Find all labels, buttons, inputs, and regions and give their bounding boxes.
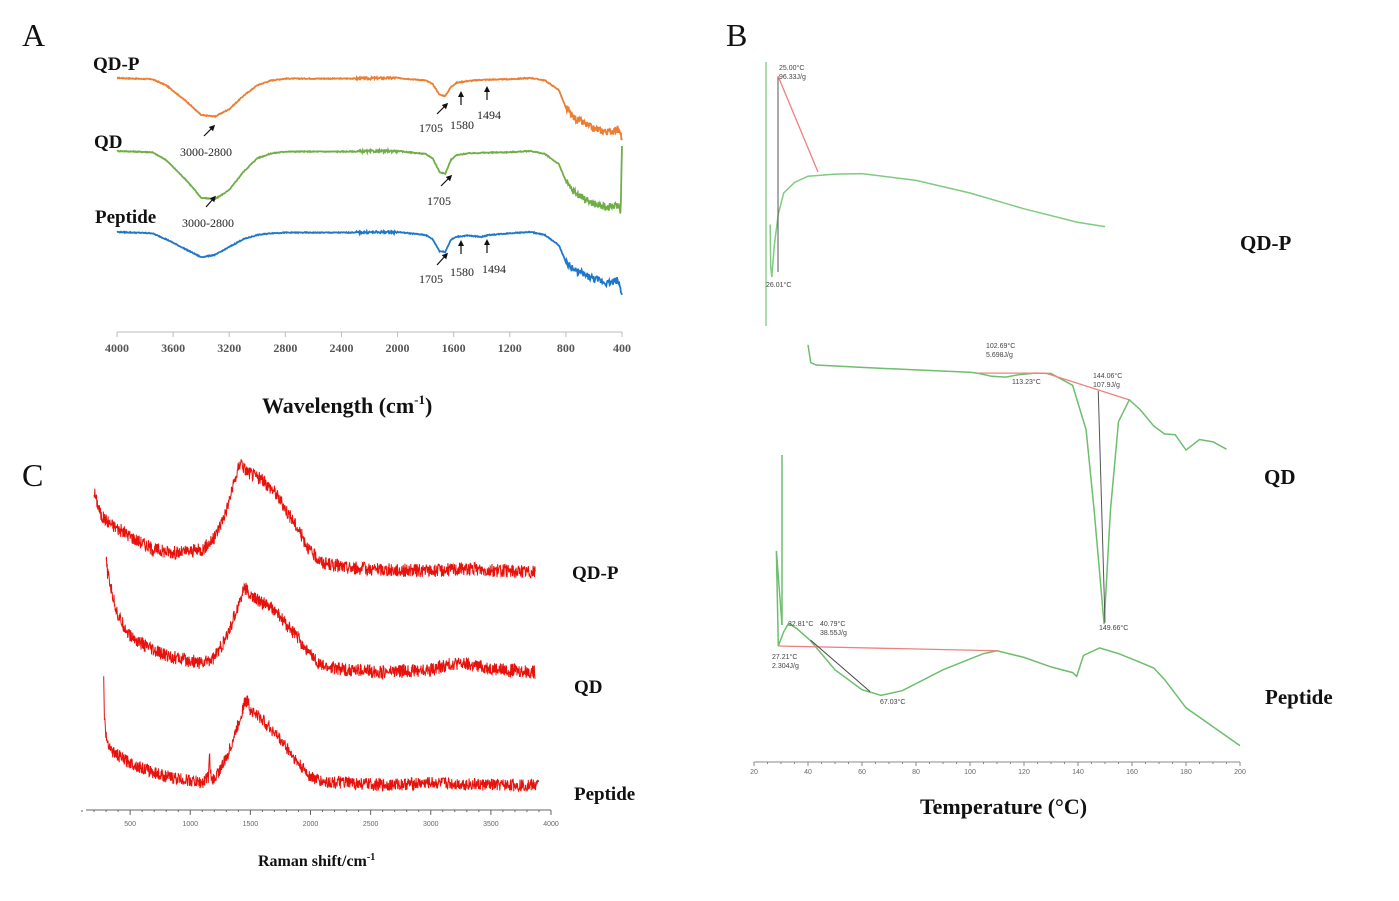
ftir-line-qd-p <box>116 74 623 141</box>
arrow-head-icon <box>441 252 449 260</box>
raman-x-tick-label: 500 <box>124 821 136 828</box>
ftir-peak-label: 1494 <box>482 262 506 276</box>
ftir-peak-label: 1580 <box>450 265 474 279</box>
ftir-peak-label: 1705 <box>419 272 443 286</box>
dsc-qd-peak-marker <box>1097 390 1106 623</box>
raman-line-qd <box>105 556 536 680</box>
dsc-line-qd <box>807 344 1227 625</box>
dsc-label-peptide: Peptide <box>1265 685 1333 709</box>
raman-x-tick-label: 1500 <box>243 821 259 828</box>
dsc-x-tick-label: 40 <box>804 769 812 776</box>
raman-x-tick-label: 4000 <box>543 821 559 828</box>
ftir-peak-label: 1705 <box>427 194 451 208</box>
ftir-x-tick-label: 400 <box>613 341 631 355</box>
dsc-x-axis-title: Temperature (°C) <box>920 794 1087 819</box>
dsc-annotation: 149.66°C <box>1099 624 1128 632</box>
ftir-x-tick-label: 1200 <box>498 341 522 355</box>
ftir-x-tick-label: 3200 <box>217 341 241 355</box>
dsc-line-qdp <box>769 172 1106 278</box>
ftir-label-peptide: Peptide <box>95 207 156 228</box>
dsc-annotation: 26.01°C <box>766 281 791 289</box>
dsc-x-tick-label: 160 <box>1126 769 1138 776</box>
dsc-annotation: 2.304J/g <box>772 663 799 670</box>
ftir-line-peptide <box>116 228 623 296</box>
panel-letter-b: B <box>726 17 747 53</box>
dsc-annotation: 5.698J/g <box>986 352 1013 359</box>
ftir-x-tick-label: 2800 <box>273 341 297 355</box>
ftir-peak-label: 1705 <box>419 121 443 135</box>
ftir-line-qd <box>116 145 623 214</box>
arrow-head-icon <box>484 239 490 245</box>
raman-panel: 500 1000 1500 2000 2500 3000 3500 4000 QD-P QD … <box>81 459 635 870</box>
panel-letter-a: A <box>22 17 45 53</box>
raman-line-peptide <box>103 676 540 793</box>
dsc-x-tick-label: 200 <box>1234 769 1246 776</box>
dsc-annotation: 67.03°C <box>880 698 905 706</box>
raman-x-tick-label: 2000 <box>303 821 319 828</box>
dsc-x-tick-label: 140 <box>1072 769 1084 776</box>
ftir-peak-label: 1494 <box>477 108 501 122</box>
raman-x-tick-label: 2500 <box>363 821 379 828</box>
arrow-head-icon <box>209 195 216 203</box>
arrow-head-icon <box>441 102 449 110</box>
arrow-head-icon <box>458 91 464 97</box>
ftir-x-tick-label: 2400 <box>329 341 353 355</box>
ftir-peak-label: 3000-2800 <box>182 216 234 230</box>
dsc-line-peptide <box>775 550 1241 747</box>
dsc-annotation: 25.00°C <box>779 64 804 72</box>
ftir-x-tick-label: 1600 <box>442 341 466 355</box>
dsc-annotation: 102.69°C <box>986 342 1015 350</box>
dsc-panel: 25.00°C 96.33J/g 26.01°C 102.69°C 5.698J/g 11… <box>750 62 1333 819</box>
dsc-x-tick-label: 60 <box>858 769 866 776</box>
dsc-annotation: 96.33J/g <box>779 74 806 81</box>
arrow-head-icon <box>458 240 464 246</box>
dsc-peptide-baseline <box>778 645 998 652</box>
dsc-annotation: 40.79°C <box>820 620 845 628</box>
ftir-label-qdp: QD-P <box>93 54 140 75</box>
dsc-annotation: 38.55J/g <box>820 630 847 637</box>
dsc-x-tick-label: 100 <box>964 769 976 776</box>
dsc-label-qdp: QD-P <box>1240 231 1291 255</box>
dsc-x-tick-label: 80 <box>912 769 920 776</box>
raman-x-axis-title: Raman shift/cm-1 <box>258 852 375 870</box>
dsc-annotation: 27.21°C <box>772 653 797 661</box>
dsc-annotation: 32.81°C <box>788 620 813 628</box>
dsc-annotation: 113.23°C <box>1012 378 1041 386</box>
dsc-annotation: 107.9J/g <box>1093 382 1120 389</box>
dsc-label-qd: QD <box>1264 465 1296 489</box>
raman-label-qd: QD <box>574 677 603 698</box>
panel-letter-c: C <box>22 457 43 493</box>
arrow-head-icon <box>208 124 216 132</box>
dsc-x-tick-label: 120 <box>1018 769 1030 776</box>
ftir-x-tick-label: 2000 <box>386 341 410 355</box>
dsc-qd-baseline-2 <box>1045 372 1130 401</box>
dsc-x-tick-label: 20 <box>750 769 758 776</box>
ftir-x-tick-label: 800 <box>557 341 575 355</box>
raman-label-peptide: Peptide <box>574 784 635 805</box>
ftir-x-tick-label: 4000 <box>105 341 129 355</box>
raman-label-qdp: QD-P <box>572 563 619 584</box>
dsc-annotation: 144.06°C <box>1093 372 1122 380</box>
ftir-peak-label: 3000-2800 <box>180 145 232 159</box>
dsc-x-tick-label: 180 <box>1180 769 1192 776</box>
raman-x-tick-label: 3000 <box>423 821 439 828</box>
raman-x-tick-label: 1000 <box>182 821 198 828</box>
arrow-head-icon <box>484 86 490 92</box>
dsc-qdp-baseline <box>777 75 819 173</box>
ftir-x-tick-label: 3600 <box>161 341 185 355</box>
arrow-head-icon <box>445 174 453 182</box>
dsc-peptide-tangent <box>810 639 871 692</box>
ftir-label-qd: QD <box>94 132 123 153</box>
raman-line-qd-p <box>93 459 536 579</box>
raman-x-tick-label: 3500 <box>483 821 499 828</box>
ftir-peak-label: 1580 <box>450 118 474 132</box>
ftir-x-axis-title: Wavelength (cm-1) <box>262 392 432 418</box>
